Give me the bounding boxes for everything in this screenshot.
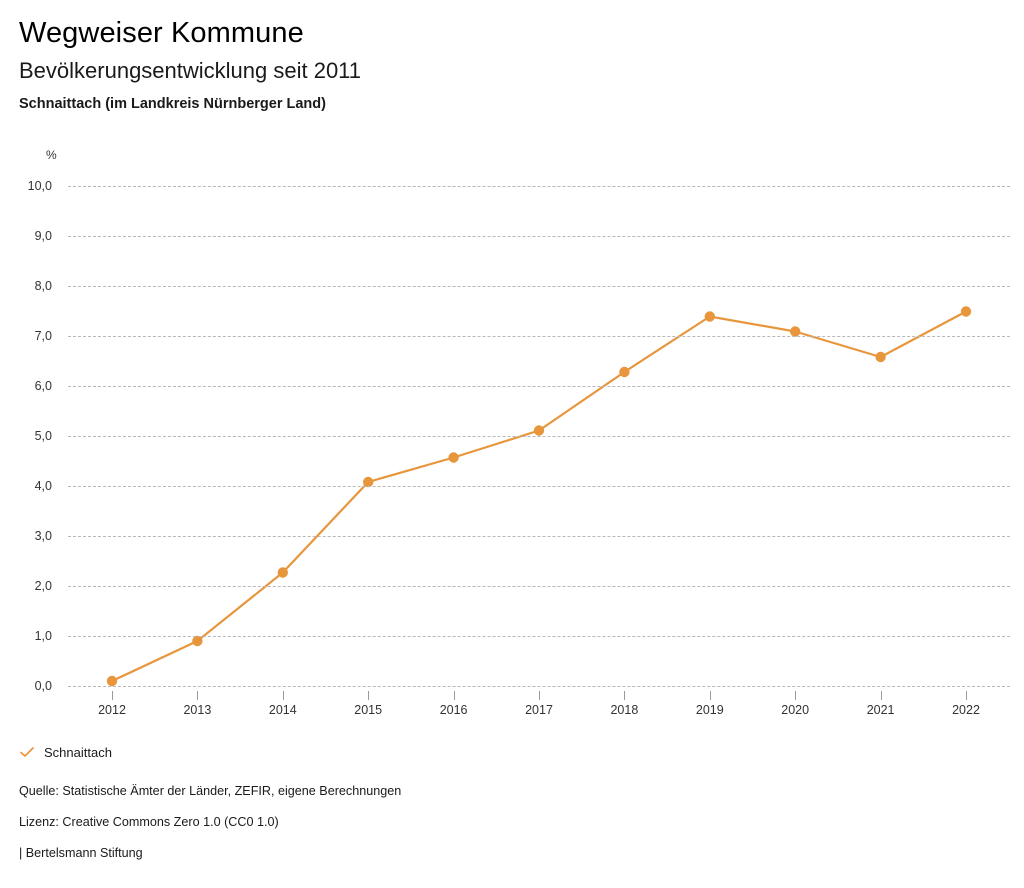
data-point[interactable] (533, 425, 545, 436)
gridline (68, 636, 1010, 637)
header: Wegweiser Kommune Bevölkerungsentwicklun… (19, 14, 979, 115)
data-point[interactable] (106, 675, 118, 687)
y-axis-tick-label: 2,0 (34, 579, 52, 593)
y-axis-tick-label: 1,0 (34, 629, 52, 643)
data-point[interactable] (363, 476, 374, 488)
legend-item-label: Schnaittach (44, 744, 112, 760)
x-axis-tick-label: 2014 (268, 703, 297, 717)
x-axis-tick-label: 2016 (439, 703, 468, 717)
x-axis-tick-label: 2020 (781, 703, 810, 717)
region-label: Schnaittach (im Landkreis Nürnberger Lan… (19, 96, 326, 112)
data-point[interactable] (875, 351, 886, 363)
gridline (68, 536, 1010, 537)
x-axis-tick-label: 2019 (695, 703, 724, 717)
chart-container: % 0,0 1,0 2,0 3,0 4,0 5,0 6,0 7,0 8,0 9,0 10,0 2012… (0, 140, 1024, 740)
data-point[interactable] (277, 567, 288, 578)
data-point[interactable] (448, 452, 459, 463)
x-axis-tick-label: 2012 (98, 703, 126, 717)
chart-legend[interactable]: Schnaittach (19, 744, 112, 760)
x-axis-tick (112, 691, 113, 700)
gridline (68, 686, 1010, 687)
x-axis-tick-label: 2013 (183, 703, 212, 717)
y-axis-tick-label: 0,0 (34, 679, 52, 693)
x-axis-tick-label: 2022 (952, 703, 980, 717)
data-point[interactable] (192, 635, 203, 647)
gridline (68, 436, 1010, 437)
gridline (68, 286, 1010, 287)
gridline (68, 586, 1010, 587)
data-point[interactable] (960, 306, 972, 317)
x-axis-tick (453, 691, 455, 700)
x-axis-tick (624, 691, 626, 700)
gridline (68, 386, 1010, 387)
footer-license: Lizenz: Creative Commons Zero 1.0 (CC0 1… (19, 815, 279, 829)
gridline (68, 236, 1010, 237)
x-axis-tick (880, 691, 882, 700)
x-axis-tick-label: 2018 (610, 703, 639, 717)
x-axis-tick (197, 691, 199, 700)
data-point[interactable] (619, 366, 630, 378)
plot-area: 0,0 1,0 2,0 3,0 4,0 5,0 6,0 7,0 8,0 9,0 10,0 2012 20… (0, 140, 1024, 740)
footer-publisher: | Bertelsmann Stiftung (19, 846, 143, 860)
gridline (68, 186, 1010, 187)
data-point[interactable] (704, 311, 715, 322)
x-axis-tick (795, 691, 797, 700)
y-axis-tick-label: 4,0 (34, 479, 52, 493)
x-axis-tick (709, 691, 711, 700)
x-axis-tick (966, 691, 967, 700)
y-axis-tick-label: 9,0 (34, 229, 52, 243)
data-point[interactable] (790, 326, 801, 337)
line-series-schnaittach (106, 306, 972, 687)
check-icon (19, 744, 35, 760)
x-axis-tick-label: 2017 (525, 703, 553, 717)
x-axis-tick (368, 691, 370, 700)
series-line (110, 310, 968, 683)
page-subtitle: Bevölkerungsentwicklung seit 2011 (19, 58, 362, 83)
x-axis-tick (539, 691, 540, 700)
y-axis-tick-label: 5,0 (34, 429, 52, 443)
y-axis-tick-label: 6,0 (34, 379, 52, 393)
footer: Quelle: Statistische Ämter der Länder, Z… (19, 784, 999, 861)
footer-source: Quelle: Statistische Ämter der Länder, Z… (19, 784, 402, 798)
y-axis-tick-label: 8,0 (34, 279, 52, 293)
gridline (68, 486, 1010, 487)
x-axis-tick (282, 691, 284, 700)
gridline (68, 336, 1010, 337)
x-axis-tick-label: 2015 (354, 703, 383, 717)
page-title: Wegweiser Kommune (19, 17, 304, 49)
y-axis-tick-label: 10,0 (27, 179, 52, 193)
y-axis-tick-label: 3,0 (34, 529, 52, 543)
y-axis-tick-label: 7,0 (34, 329, 52, 343)
y-axis-unit-label: % (46, 148, 57, 162)
x-axis-tick-label: 2021 (866, 703, 895, 717)
